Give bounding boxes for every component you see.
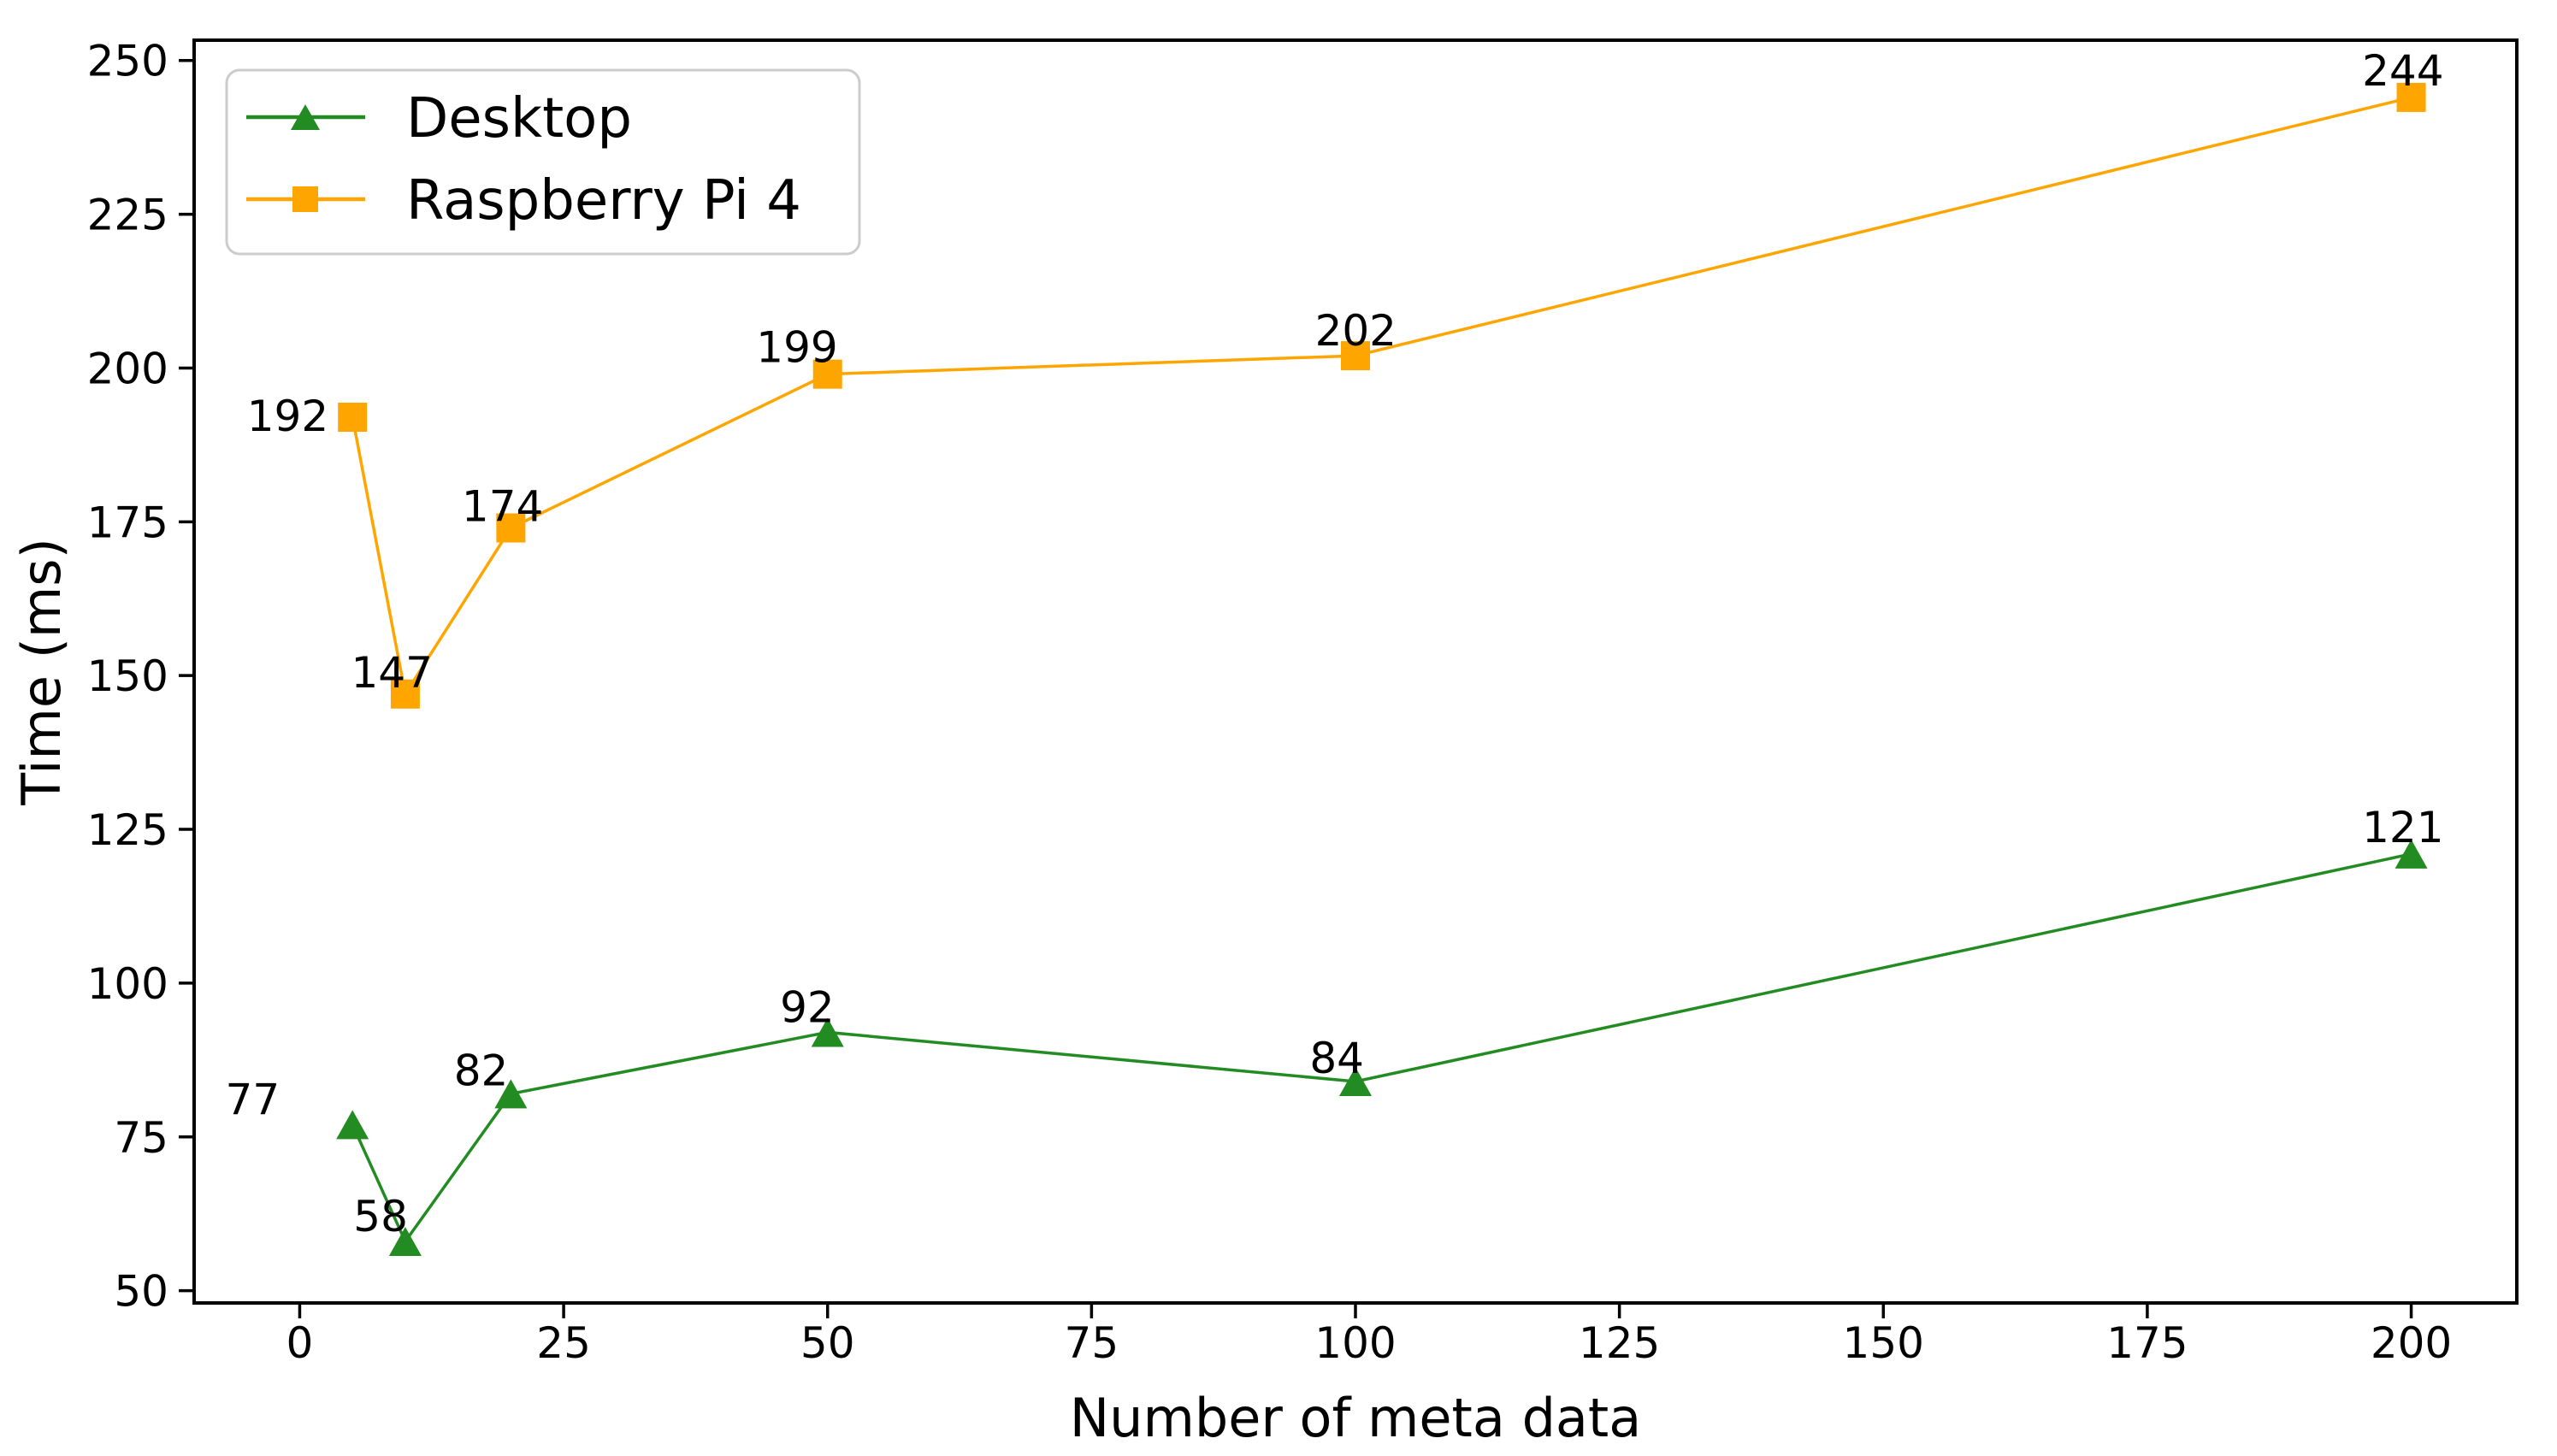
legend-box — [225, 68, 861, 256]
x-axis-tick-label: 175 — [2106, 1318, 2188, 1368]
series-line — [351, 852, 2412, 1245]
data-point-marker — [494, 1079, 528, 1109]
x-axis-tick-label: 25 — [536, 1318, 591, 1368]
y-axis-tick-label: 100 — [87, 959, 168, 1009]
data-point-marker — [1339, 1067, 1372, 1097]
data-point-marker — [2395, 839, 2428, 869]
x-axis-tick-label: 150 — [1843, 1318, 1924, 1368]
y-axis-tick-label: 200 — [87, 344, 168, 393]
point-label: 84 — [1309, 1034, 1364, 1083]
point-label: 58 — [353, 1192, 408, 1241]
point-label: 82 — [454, 1046, 509, 1095]
point-label: 174 — [462, 482, 543, 532]
legend-entry-label: Desktop — [406, 87, 632, 150]
data-point-marker — [388, 1227, 422, 1257]
data-point-marker — [811, 1017, 844, 1047]
y-axis-title: Time (ms) — [10, 538, 73, 806]
y-axis-tick-label: 250 — [87, 37, 168, 86]
x-axis-tick-label: 100 — [1314, 1318, 1396, 1368]
data-point-marker — [2396, 82, 2426, 112]
y-axis-tick-label: 175 — [87, 498, 168, 547]
data-point-marker — [390, 679, 420, 709]
y-axis-tick-label: 150 — [87, 651, 168, 701]
point-label: 77 — [226, 1075, 281, 1124]
series-line — [351, 96, 2412, 699]
data-point-marker — [1341, 341, 1370, 371]
data-point-marker — [496, 513, 526, 543]
x-axis-tick-label: 50 — [800, 1318, 855, 1368]
y-axis-tick-label: 125 — [87, 805, 168, 855]
point-label: 202 — [1315, 306, 1397, 356]
x-axis-tick-label: 0 — [286, 1318, 314, 1368]
legend-marker-icon — [291, 104, 320, 130]
data-point-marker — [336, 1110, 369, 1140]
data-point-marker — [812, 359, 842, 389]
y-axis-tick-label: 225 — [87, 191, 168, 240]
x-axis-tick-label: 125 — [1579, 1318, 1660, 1368]
legend-marker-icon — [292, 186, 318, 212]
x-axis-title: Number of meta data — [1070, 1387, 1641, 1449]
y-axis-tick-label: 75 — [114, 1113, 168, 1163]
point-label: 92 — [780, 982, 835, 1032]
point-label: 121 — [2362, 803, 2443, 852]
legend-entry-label: Raspberry Pi 4 — [406, 169, 801, 233]
data-point-marker — [338, 403, 368, 433]
point-label: 199 — [756, 323, 837, 373]
point-label: 244 — [2362, 46, 2443, 96]
point-label: 192 — [247, 392, 328, 441]
x-axis-tick-label: 75 — [1065, 1318, 1119, 1368]
x-axis-tick-label: 200 — [2371, 1318, 2452, 1368]
y-axis-tick-label: 50 — [114, 1267, 168, 1317]
point-label: 147 — [351, 648, 432, 698]
